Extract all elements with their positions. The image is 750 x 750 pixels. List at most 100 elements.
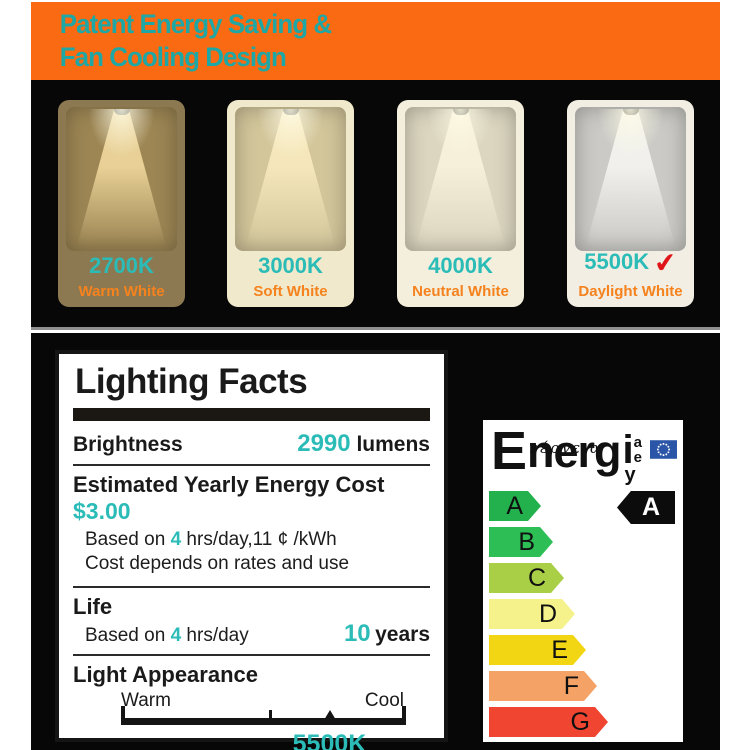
light-beam bbox=[414, 111, 507, 251]
temp-value: 4000K bbox=[428, 253, 493, 278]
energy-logo-nerg: νέργεια nerg bbox=[527, 426, 622, 477]
life-value-group: 10 years bbox=[344, 620, 430, 648]
rating-badge: A bbox=[617, 491, 675, 524]
brightness-label: Brightness bbox=[73, 433, 183, 456]
brightness-value: 2990 bbox=[297, 430, 351, 457]
rating-letter: E bbox=[551, 635, 568, 664]
divider bbox=[73, 654, 430, 656]
light-demo bbox=[66, 107, 177, 251]
life-unit: years bbox=[375, 623, 430, 646]
cost-note-post: hrs/day,11 ¢ /kWh bbox=[181, 529, 337, 550]
temp-name-label: Warm White bbox=[78, 283, 165, 300]
life-row: Based on 4 hrs/day 10 years bbox=[73, 620, 430, 648]
header-title: Patent Energy Saving & Fan Cooling Desig… bbox=[31, 2, 692, 74]
swatch-2700k: 2700K Warm White bbox=[58, 100, 185, 307]
lighting-facts-panel: Lighting Facts Brightness 2990 lumens Es… bbox=[55, 350, 448, 750]
cost-note-1: Based on 4 hrs/day,11 ¢ /kWh bbox=[85, 528, 430, 552]
energy-logo-ending-y: y bbox=[624, 464, 636, 486]
header-banner: Patent Energy Saving & Fan Cooling Desig… bbox=[31, 2, 720, 80]
cost-note-2: Cost depends on rates and use bbox=[85, 553, 350, 574]
energy-logo-greek: νέργεια bbox=[529, 439, 603, 457]
facts-divider-bar bbox=[73, 408, 430, 421]
facts-title: Lighting Facts bbox=[75, 362, 308, 401]
header-title-line1: Patent Energy Saving & bbox=[59, 9, 332, 39]
light-appearance-slider: Warm Cool 5500K bbox=[117, 690, 420, 750]
rating-row-f: F bbox=[489, 671, 597, 701]
light-beam bbox=[584, 111, 677, 251]
temp-label: 4000K bbox=[397, 253, 524, 279]
energy-logo: E νέργεια nerg i a e y bbox=[491, 421, 677, 486]
energy-logo-endings: i a e y bbox=[622, 428, 643, 486]
rating-letter: G bbox=[570, 707, 590, 736]
checkmark-icon: ✔ bbox=[652, 246, 679, 280]
downlight-icon bbox=[113, 109, 130, 115]
rating-letter: F bbox=[563, 671, 579, 700]
life-value: 10 bbox=[343, 620, 371, 647]
eu-energy-label: E νέργεια nerg i a e y bbox=[483, 420, 683, 742]
rating-row-g: G bbox=[489, 707, 608, 737]
life-note: Based on 4 hrs/day bbox=[85, 624, 249, 648]
life-note-post: hrs/day bbox=[181, 625, 249, 646]
rating-rows: A B C D E F G A bbox=[489, 491, 677, 737]
temp-value: 2700K bbox=[89, 253, 154, 278]
light-beam bbox=[244, 111, 337, 251]
color-temperature-section: 2700K Warm White 3000K Soft White 4000K … bbox=[31, 80, 720, 330]
temp-value: 3000K bbox=[258, 253, 323, 278]
life-label: Life bbox=[73, 594, 113, 619]
temp-name-label: Soft White bbox=[253, 283, 328, 300]
brightness-value-group: 2990 lumens bbox=[297, 430, 430, 458]
slider-marker bbox=[321, 710, 339, 725]
swatch-3000k: 3000K Soft White bbox=[227, 100, 354, 307]
appearance-label: Light Appearance bbox=[73, 662, 258, 687]
slider-midtick bbox=[268, 710, 272, 718]
light-beam bbox=[75, 111, 168, 251]
downlight-icon bbox=[282, 109, 299, 115]
life-note-pre: Based on bbox=[85, 625, 171, 646]
cost-note-pre: Based on bbox=[85, 529, 171, 550]
rating-letter: D bbox=[538, 599, 557, 628]
energy-logo-i: i bbox=[622, 428, 634, 472]
temp-label: 5500K ✔ bbox=[567, 246, 694, 280]
temp-name-label: Neutral White bbox=[412, 283, 509, 300]
rating-row-e: E bbox=[489, 635, 586, 665]
temp-name-label: Daylight White bbox=[578, 283, 683, 300]
rating-row-c: C bbox=[489, 563, 564, 593]
rating-letter: A bbox=[506, 491, 523, 520]
swatch-4000k: 4000K Neutral White bbox=[397, 100, 524, 307]
downlight-icon bbox=[452, 109, 469, 115]
rating-badge-letter: A bbox=[641, 493, 661, 521]
cost-row: Estimated Yearly Energy Cost $3.00 bbox=[73, 472, 430, 525]
brightness-unit: lumens bbox=[356, 433, 430, 456]
slider-bar bbox=[121, 706, 406, 725]
facts-section: Lighting Facts Brightness 2990 lumens Es… bbox=[31, 333, 720, 750]
cost-note-hours: 4 bbox=[170, 529, 182, 550]
temp-label: 3000K bbox=[227, 253, 354, 279]
rating-row-b: B bbox=[489, 527, 553, 557]
temp-label: 2700K bbox=[58, 253, 185, 279]
swatch-5500k-selected: 5500K ✔ Daylight White bbox=[567, 100, 694, 307]
energy-logo-e: E bbox=[491, 421, 528, 481]
appearance-value: 5500K bbox=[292, 730, 367, 750]
divider bbox=[73, 464, 430, 466]
light-demo bbox=[575, 107, 686, 251]
cost-value: $3.00 bbox=[73, 498, 131, 524]
header-title-line2: Fan Cooling Design bbox=[59, 42, 287, 72]
eu-flag-icon bbox=[650, 440, 677, 459]
light-demo bbox=[235, 107, 346, 251]
cost-label: Estimated Yearly Energy Cost bbox=[73, 472, 385, 497]
brightness-row: Brightness 2990 lumens bbox=[73, 430, 430, 458]
rating-row-a: A bbox=[489, 491, 541, 521]
energy-logo-ending-e: e bbox=[633, 449, 643, 466]
life-hours: 4 bbox=[170, 625, 182, 646]
energy-logo-nerg-text: nerg bbox=[527, 426, 622, 477]
light-demo bbox=[405, 107, 516, 251]
rating-letter: C bbox=[527, 563, 546, 592]
rating-row-d: D bbox=[489, 599, 575, 629]
rating-letter: B bbox=[518, 527, 535, 556]
downlight-icon bbox=[622, 109, 639, 115]
cool-label: Cool bbox=[364, 690, 404, 711]
warm-label: Warm bbox=[121, 690, 171, 711]
energy-logo-ending-a: a bbox=[633, 434, 643, 451]
temp-value: 5500K bbox=[584, 249, 650, 274]
